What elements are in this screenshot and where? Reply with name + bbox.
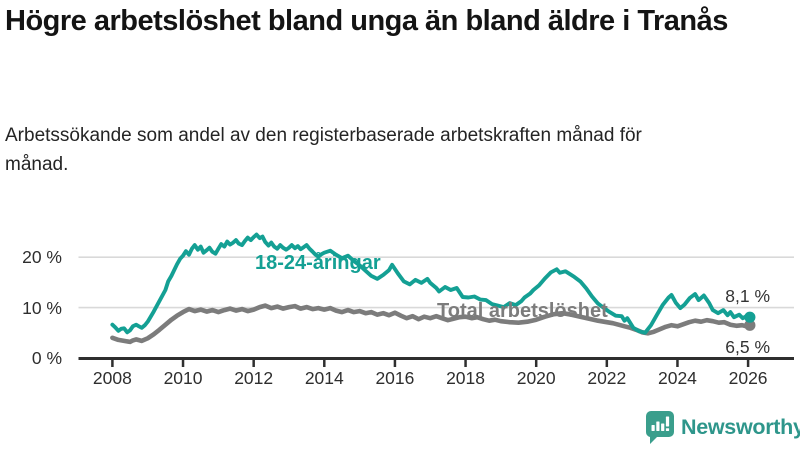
y-axis-label: 20 % [22, 247, 62, 268]
series-label-young: 18-24-åringar [255, 252, 381, 274]
x-axis-label: 2010 [163, 368, 203, 388]
series-label-total: Total arbetslöshet [437, 300, 608, 322]
series-line [110, 303, 753, 345]
newsworthy-logo-icon [646, 411, 674, 444]
page-title: Högre arbetslöshet bland unga än bland ä… [5, 5, 728, 37]
x-axis-label: 2020 [516, 368, 556, 388]
x-axis-label: 2014 [304, 368, 344, 388]
x-axis-label: 2022 [587, 368, 627, 388]
end-value-label-total: 6,5 % [725, 337, 770, 358]
y-axis-label: 0 % [31, 348, 62, 368]
end-value-label-young: 8,1 % [725, 286, 770, 307]
newsworthy-brand-text: Newsworthy [681, 415, 800, 439]
chart-subtitle: Arbetssökande som andel av den registerb… [5, 125, 642, 175]
y-axis-label: 10 % [22, 297, 62, 318]
newsworthy-brand-link[interactable]: Newsworthy [644, 411, 800, 444]
x-axis-label: 2016 [375, 368, 415, 388]
x-axis-label: 2018 [446, 368, 486, 388]
x-axis-label: 2026 [728, 368, 768, 388]
series-line [110, 232, 752, 335]
x-axis-label: 2008 [92, 368, 132, 388]
x-axis-label: 2024 [657, 368, 697, 388]
series-end-dot [744, 311, 756, 323]
x-axis-label: 2012 [234, 368, 274, 388]
series-end-dot [744, 319, 756, 331]
